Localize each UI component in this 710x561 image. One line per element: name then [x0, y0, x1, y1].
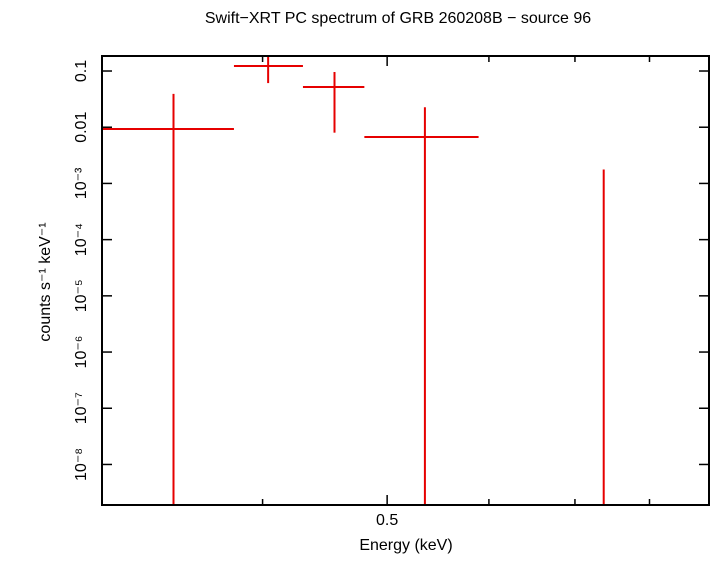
y-tick-label: 10⁻⁴: [73, 223, 90, 256]
plot-frame: [101, 55, 710, 506]
y-tick-label: 10⁻⁵: [73, 279, 90, 312]
y-tick-label: 10⁻³: [73, 167, 90, 199]
y-tick-label: 0.1: [73, 60, 90, 82]
y-tick-label: 10⁻⁷: [73, 392, 90, 424]
y-tick-label: 10⁻⁶: [73, 336, 90, 369]
y-tick-label: 10⁻⁸: [73, 448, 90, 481]
chart-title: Swift−XRT PC spectrum of GRB 260208B − s…: [205, 10, 591, 27]
y-tick-label: 0.01: [73, 112, 90, 143]
x-tick-label: 0.5: [376, 512, 398, 529]
y-axis-label: counts s⁻¹ keV⁻¹: [37, 222, 54, 341]
x-axis-label: Energy (keV): [359, 537, 452, 554]
